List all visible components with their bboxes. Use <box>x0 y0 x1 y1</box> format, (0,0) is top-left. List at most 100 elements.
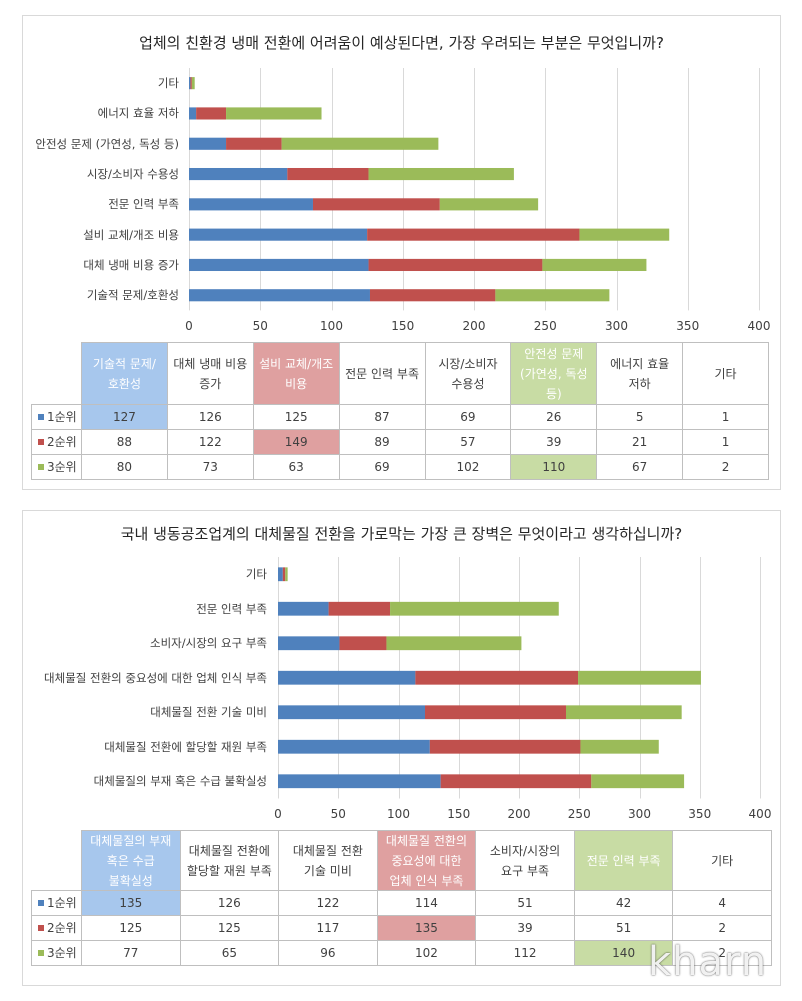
table-row-label: 1순위 <box>31 404 82 430</box>
table-header-cell: 대체물질의 부재 혹은 수급 불확실성 <box>81 830 181 891</box>
category-label: 기타 <box>245 567 267 582</box>
category-label: 안전성 문제 (가연성, 독성 등) <box>35 136 179 151</box>
category-label: 시장/소비자 수용성 <box>86 167 179 182</box>
table-value-cell: 117 <box>278 915 378 941</box>
x-tick-label: 100 <box>387 807 410 821</box>
legend-swatch <box>38 414 44 420</box>
plot-area <box>189 68 760 311</box>
bar-segment-rank-3 <box>591 774 685 789</box>
table-header-cell: 에너지 효율 저하 <box>596 342 684 405</box>
bar-segment-rank-1 <box>189 258 369 272</box>
table-value-cell: 5 <box>596 404 684 430</box>
bar-segment-rank-2 <box>368 258 543 272</box>
table-value-cell: 135 <box>81 890 181 916</box>
table-row-label: 2순위 <box>31 429 82 455</box>
bar-segment-rank-1 <box>189 137 227 150</box>
category-label: 대체 냉매 비용 증가 <box>83 257 179 272</box>
bar-segment-rank-2 <box>190 77 192 90</box>
bar-segment-rank-3 <box>542 258 647 272</box>
legend-swatch <box>38 925 44 931</box>
x-tick-label: 350 <box>688 807 712 821</box>
table-header-cell: 소비자/시장의 요구 부족 <box>475 830 575 891</box>
table-header-cell: 전문 인력 부족 <box>573 830 674 891</box>
series-name: 1순위 <box>47 896 77 910</box>
table-value-cell: 80 <box>81 454 168 480</box>
bar-segment-rank-2 <box>312 198 440 211</box>
table-header-cell: 대체물질 전환에 할당할 재원 부족 <box>179 830 280 891</box>
bar-segment-rank-2 <box>367 228 580 241</box>
bar-segment-rank-3 <box>579 228 670 241</box>
bar-segment-rank-1 <box>189 198 313 211</box>
table-value-cell: 39 <box>510 429 598 455</box>
table-value-cell: 1 <box>682 404 769 430</box>
bar-segment-rank-3 <box>281 137 439 150</box>
category-label: 대체물질의 부재 혹은 수급 불확실성 <box>93 774 267 789</box>
table-header-cell: 기타 <box>672 830 772 891</box>
series-name: 3순위 <box>47 946 77 960</box>
table-value-cell: 21 <box>596 429 684 455</box>
x-tick-label: 250 <box>567 807 591 821</box>
table-value-cell: 110 <box>510 454 598 480</box>
bar-segment-rank-1 <box>189 289 370 302</box>
category-label: 대체물질 전환의 중요성에 대한 업체 인식 부족 <box>44 670 267 685</box>
x-tick-label: 100 <box>320 319 343 333</box>
bar-segment-rank-1 <box>189 107 197 120</box>
table-value-cell: 42 <box>573 890 674 916</box>
bar-segment-rank-2 <box>425 705 566 720</box>
legend-swatch <box>38 464 44 470</box>
table-value-cell: 89 <box>338 429 426 455</box>
bar-segment-rank-3 <box>368 167 514 181</box>
legend-swatch <box>38 439 44 445</box>
chart-title: 국내 냉동공조업계의 대체물질 전환을 가로막는 가장 큰 장벽은 무엇이라고 … <box>120 525 683 543</box>
bar-segment-rank-3 <box>578 670 701 685</box>
table-header-cell: 대체물질 전환 기술 미비 <box>278 830 378 891</box>
bar-segment-rank-1 <box>189 167 288 181</box>
bar-segment-rank-1 <box>278 636 340 651</box>
table-value-cell: 96 <box>278 940 378 966</box>
category-label: 소비자/시장의 요구 부족 <box>150 636 267 651</box>
table-value-cell: 114 <box>376 890 477 916</box>
table-value-cell: 102 <box>376 940 477 966</box>
table-row-label: 1순위 <box>31 890 82 916</box>
bar-segment-rank-2 <box>339 636 387 651</box>
table-header-cell: 대체물질 전환의 중요성에 대한 업체 인식 부족 <box>376 830 477 891</box>
table-value-cell: 88 <box>81 429 168 455</box>
table-header-cell: 전문 인력 부족 <box>338 342 426 405</box>
table-header-cell: 설비 교체/개조 비용 <box>252 342 340 405</box>
bar-segment-rank-1 <box>278 705 426 720</box>
table-value-cell: 112 <box>475 940 575 966</box>
x-tick-label: 400 <box>747 319 771 333</box>
bar-segment-rank-1 <box>189 228 368 241</box>
table-value-cell: 140 <box>573 940 674 966</box>
table-value-cell: 26 <box>510 404 598 430</box>
x-tick-label: 200 <box>507 807 531 821</box>
x-tick-label: 50 <box>252 319 268 333</box>
bar-segment-rank-2 <box>328 601 391 616</box>
bar-segment-rank-3 <box>390 601 559 616</box>
table-value-cell: 127 <box>81 404 168 430</box>
table-value-cell: 67 <box>596 454 684 480</box>
table-value-cell: 125 <box>179 915 280 941</box>
bar-segment-rank-3 <box>565 705 682 720</box>
chart-panel-transition-barriers: 국내 냉동공조업계의 대체물질 전환을 가로막는 가장 큰 장벽은 무엇이라고 … <box>22 510 781 986</box>
bar-segment-rank-1 <box>278 567 283 582</box>
bar-segment-rank-1 <box>278 601 329 616</box>
table-value-cell: 65 <box>179 940 280 966</box>
bar-segment-rank-3 <box>580 739 659 754</box>
bar-segment-rank-3 <box>226 107 322 120</box>
x-tick-label: 50 <box>330 807 346 821</box>
table-value-cell: 73 <box>166 454 254 480</box>
table-value-cell: 69 <box>424 404 512 430</box>
series-name: 1순위 <box>47 410 77 424</box>
series-name: 2순위 <box>47 435 77 449</box>
bar-segment-rank-3 <box>386 636 522 651</box>
bar-segment-rank-2 <box>282 567 286 582</box>
table-value-cell: 51 <box>475 890 575 916</box>
table-header-cell: 대체 냉매 비용 증가 <box>166 342 254 405</box>
table-value-cell: 87 <box>338 404 426 430</box>
table-value-cell: 63 <box>252 454 340 480</box>
table-value-cell: 2 <box>672 915 772 941</box>
table-value-cell: 102 <box>424 454 512 480</box>
x-tick-label: 300 <box>628 807 651 821</box>
bar-segment-rank-2 <box>196 107 227 120</box>
